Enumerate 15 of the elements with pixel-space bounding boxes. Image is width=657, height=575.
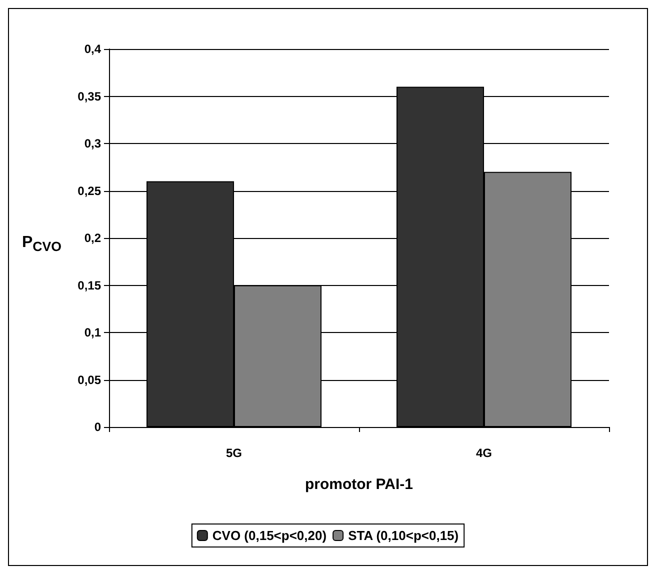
- y-axis-title: P$_{CVO}$: [22, 234, 62, 254]
- y-tick-label: 0,05: [78, 372, 102, 387]
- y-tick-label: 0,3: [84, 136, 102, 150]
- y-tick-label: 0,25: [78, 184, 102, 198]
- x-tick-label: 5G: [226, 446, 242, 460]
- y-tick-label: 0: [94, 420, 102, 434]
- y-tick-label: 0,35: [78, 89, 102, 104]
- x-axis-title: promotor PAI-1: [304, 476, 414, 493]
- x-tick-label: 4G: [476, 446, 492, 460]
- y-tick-label: 0,2: [84, 231, 102, 245]
- y-tick-label: 0,4: [84, 42, 102, 56]
- legend-label: STA (0,10<p<0,15): [348, 528, 459, 543]
- y-tick-label: 0,15: [78, 278, 102, 292]
- y-tick-label: 0,1: [84, 326, 102, 340]
- legend-label: CVO (0,15<p<0,20): [212, 528, 327, 543]
